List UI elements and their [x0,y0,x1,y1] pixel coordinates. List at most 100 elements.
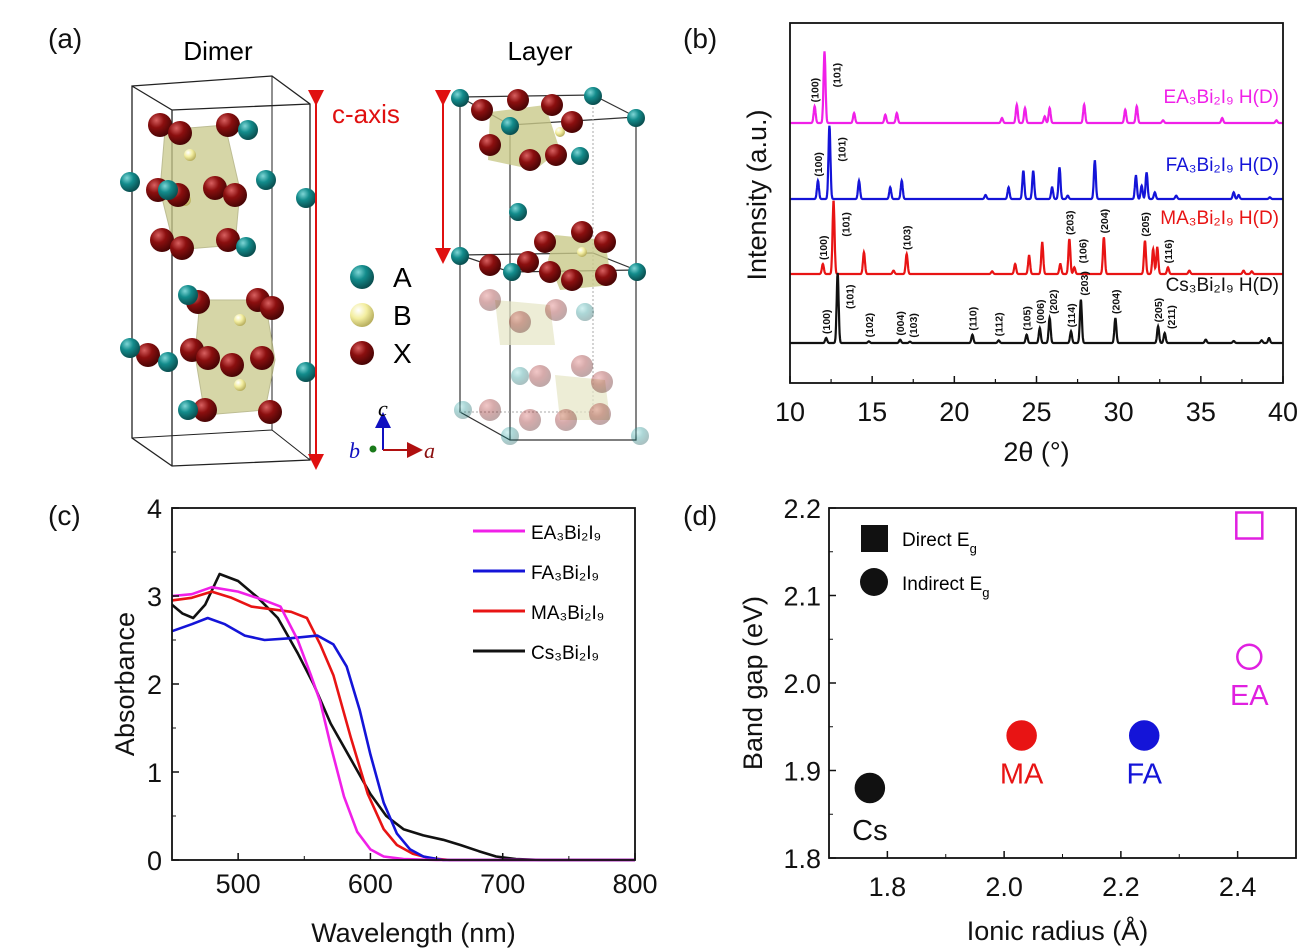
atom-x-faded [589,403,611,425]
atom-a [296,188,316,208]
atom-x [517,251,539,273]
panel-c: (c) 500 600 700 800 0 1 2 3 4 Wavelength (nm) Abso… [48,494,658,948]
b-axis-dot [369,445,377,453]
atom-x [216,113,240,137]
atom-x-faded [479,289,501,311]
absorbance-line [171,572,635,862]
peak-label: (100) [821,309,833,334]
atom-b [184,149,196,161]
atom-x-faded [555,409,577,431]
peak-label: (100) [810,78,822,103]
x-axis-title: Ionic radius (Å) [967,915,1149,946]
atom-x [220,353,244,377]
atom-a [509,203,527,221]
x-tick-label: 2.0 [985,872,1023,902]
layer-title: Layer [507,36,572,66]
data-point-label: MA [1000,759,1044,791]
atom-b [234,379,246,391]
atom-x [545,144,567,166]
y-tick-label: 4 [147,494,162,524]
atom-legend: ABX [350,262,412,369]
atom-a [158,352,178,372]
x-tick-label: 2.2 [1102,872,1140,902]
unit-cell-frame [131,76,311,461]
b-axis-letter: b [349,438,360,463]
atom-x [534,231,556,253]
atom-a [120,172,140,192]
y-tick-label: 2.2 [783,494,821,524]
x-tick-label: 700 [480,869,525,899]
bandgap-chart: 1.8 2.0 2.2 2.4 1.8 1.9 2.0 2.1 2.2 Ionic radius … [738,494,1297,946]
atom-x-faded [591,371,613,393]
xrd-trace [790,51,1283,125]
legend-circle-icon [860,568,888,596]
y-tick-label: 2.0 [783,669,821,699]
data-point-circle [1236,643,1263,670]
data-point-circle [854,772,886,804]
atom-a [158,180,178,200]
xrd-chart: EA₃Bi₂I₉ H(D) (100) (101) FA₃Bi₂I₉ H(D) (100… [742,22,1298,467]
atom-x-faded [509,311,531,333]
peak-label: (004) [895,311,907,336]
peak-label: (100) [818,235,830,260]
y-tick-label: 1.9 [783,757,821,787]
legend-atom-label: X [393,338,412,369]
y-tick-label: 0 [147,846,162,876]
x-tick-label: 600 [348,869,393,899]
panel-label-a: (a) [48,23,82,54]
atom-x-faded [571,355,593,377]
peak-label: (105) [1022,306,1034,331]
x-tick-label: 500 [216,869,261,899]
panel-b: (b) EA₃Bi₂I₉ H(D) (100) (101) FA₃Bi₂I₉ H(D)… [683,22,1298,467]
atom-a [178,285,198,305]
atom-x [561,269,583,291]
peak-label: (101) [841,212,853,237]
atom-x [479,254,501,276]
legend-atom-x-icon [350,341,374,365]
panel-label-b: (b) [683,23,717,54]
panel-d: (d) 1.8 2.0 2.2 2.4 1.8 1.9 2.0 2.1 2.2 Ionic rad… [683,494,1297,946]
atom-a [236,237,256,257]
atom-x [260,296,284,320]
legend-atom-b-icon [350,303,374,327]
atom-x [258,400,282,424]
peak-label: (205) [1153,298,1165,323]
atom-x [519,149,541,171]
legend-atom-label: A [393,262,412,293]
series-label: EA₃Bi₂I₉ H(D) [1163,87,1279,108]
peak-label: (100) [813,152,825,177]
x-tick-label: 1.8 [869,872,907,902]
series-label: MA₃Bi₂I₉ H(D) [1160,208,1279,229]
atom-a [584,87,602,105]
panel-a: (a) Dimer Layer c-axis ABX c b a [48,23,649,470]
peak-label: (204) [1110,289,1122,314]
x-tick-label: 2.4 [1219,872,1257,902]
y-tick-label: 2 [147,670,162,700]
atom-x [216,228,240,252]
x-tick-label: 20 [939,397,969,427]
atom-a-faded [454,401,472,419]
plot-frame [828,507,1297,859]
atom-a [238,120,258,140]
atom-x-faded [529,365,551,387]
atom-x [168,121,192,145]
panel-label-c: (c) [48,500,81,531]
data-point-circle [1128,720,1160,751]
y-tick-label: 1.8 [783,844,821,874]
atom-a-faded [501,427,519,445]
absorbance-line [171,585,635,862]
y-tick-label: 1 [147,758,162,788]
y-axis-title: Band gap (eV) [738,596,768,770]
atom-x [150,228,174,252]
atom-b [555,127,565,137]
absorbance-chart: 500 600 700 800 0 1 2 3 4 Wavelength (nm) Absorban… [110,494,658,948]
atom-x [541,94,563,116]
atom-a [120,338,140,358]
atom-x [196,346,220,370]
legend-label: Direct Eg [902,530,977,556]
legend-atom-a-icon [350,265,374,289]
crystal-axes-indicator: c b a [349,396,435,463]
atom-x [250,346,274,370]
peak-label: (112) [994,312,1006,336]
y-axis-title: Absorbance [110,612,140,756]
